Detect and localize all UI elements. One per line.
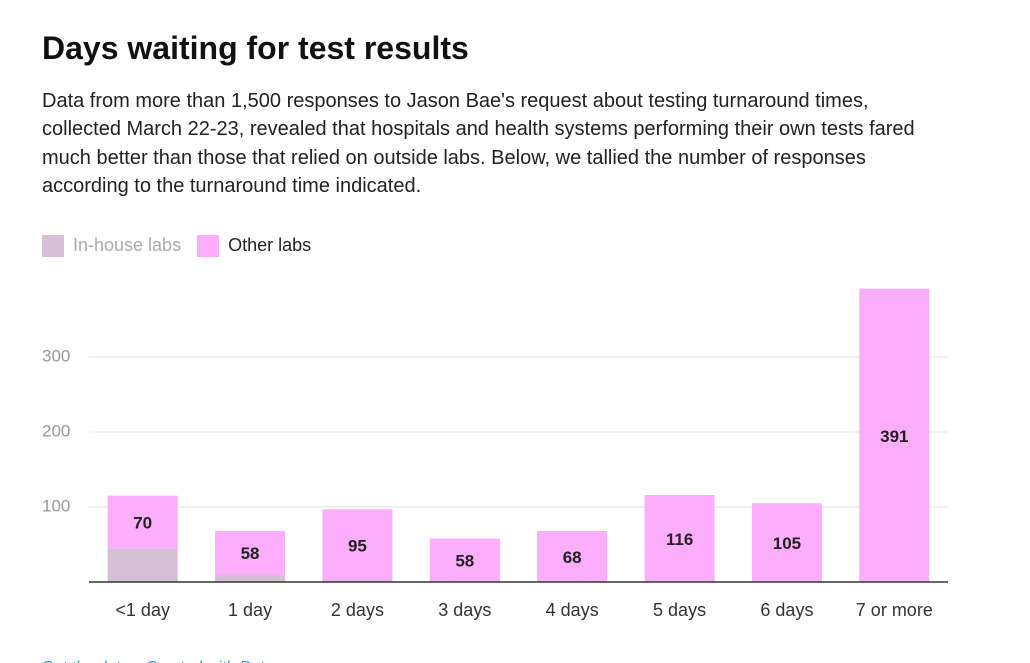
y-tick-label: 300 xyxy=(42,346,70,365)
bar-segment xyxy=(107,495,178,549)
x-tick-label: 1 day xyxy=(228,600,272,620)
x-tick-label: 2 days xyxy=(331,600,384,620)
x-tick-label: 6 days xyxy=(760,600,813,620)
x-tick-label: 4 days xyxy=(546,600,599,620)
y-tick-label: 200 xyxy=(42,421,70,440)
chart-subtitle: Data from more than 1,500 responses to J… xyxy=(42,90,915,197)
bar-segment xyxy=(215,574,286,582)
legend-label: Other labs xyxy=(228,235,311,255)
footer-credit: Created with Datawrapper xyxy=(146,659,333,663)
value-label: 116 xyxy=(666,530,693,549)
value-label: 95 xyxy=(348,536,367,555)
x-tick-label: 3 days xyxy=(438,600,491,620)
x-tick-label: <1 day xyxy=(115,600,170,620)
value-label: 391 xyxy=(880,427,908,446)
x-tick-label: 7 or more xyxy=(856,600,933,620)
value-label: 105 xyxy=(773,534,801,553)
value-label: 58 xyxy=(241,544,260,563)
bar-segment xyxy=(859,288,930,582)
y-tick-label: 100 xyxy=(42,496,70,515)
footer-link: Get the data xyxy=(42,659,130,663)
value-label: 68 xyxy=(563,548,582,567)
legend-swatch xyxy=(42,235,64,257)
legend-swatch xyxy=(197,235,220,257)
bar-segment xyxy=(322,509,393,581)
bar-segment xyxy=(537,531,608,582)
value-label: 58 xyxy=(455,552,474,571)
bar-segment xyxy=(751,503,822,582)
x-tick-label: 5 days xyxy=(653,600,706,620)
bar-segment xyxy=(107,548,178,582)
value-label: 70 xyxy=(133,513,152,532)
legend-label: In-house labs xyxy=(73,235,181,255)
chart-title: Days waiting for test results xyxy=(42,30,469,66)
bar-segment xyxy=(644,495,715,582)
bar-segment xyxy=(429,538,500,582)
bar-segment xyxy=(215,531,286,575)
